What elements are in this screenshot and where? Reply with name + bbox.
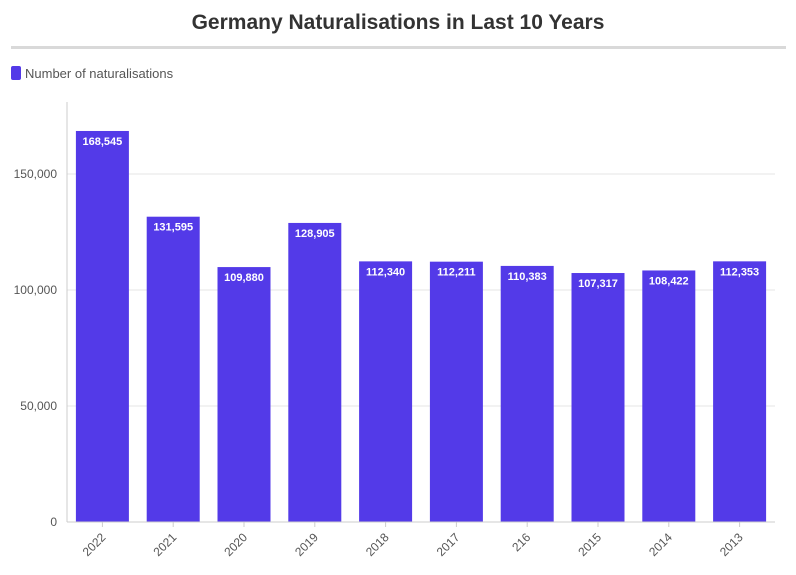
bar[interactable] <box>359 261 413 522</box>
bar[interactable] <box>642 270 696 522</box>
data-label: 168,545 <box>83 136 123 148</box>
x-tick-label: 2017 <box>434 530 463 559</box>
legend-swatch <box>11 66 21 80</box>
bar[interactable] <box>429 261 483 522</box>
data-label: 112,211 <box>437 267 476 279</box>
bar[interactable] <box>500 265 554 522</box>
y-tick-label: 0 <box>50 515 57 529</box>
data-label: 110,383 <box>508 271 547 283</box>
y-tick-label: 50,000 <box>20 399 57 413</box>
x-tick-label: 2021 <box>151 530 180 559</box>
chart-title: Germany Naturalisations in Last 10 Years <box>191 11 605 34</box>
x-tick-label: 2013 <box>717 530 746 559</box>
x-tick-label: 2018 <box>363 530 392 559</box>
legend[interactable]: Number of naturalisations <box>11 65 174 81</box>
bar[interactable] <box>75 130 129 523</box>
legend-label: Number of naturalisations <box>25 65 174 81</box>
x-tick-label: 2020 <box>221 530 250 559</box>
bar[interactable] <box>217 267 271 522</box>
bar[interactable] <box>288 222 342 522</box>
bar[interactable] <box>571 273 625 522</box>
y-tick-label: 100,000 <box>14 283 58 297</box>
data-label: 128,905 <box>295 228 335 240</box>
x-tick-label: 2015 <box>575 530 604 559</box>
bar[interactable] <box>146 216 200 523</box>
x-tick-label: 2019 <box>292 530 321 559</box>
x-tick-label: 216 <box>509 530 533 554</box>
title-divider <box>11 46 786 49</box>
x-tick-label: 2014 <box>646 530 675 559</box>
y-tick-label: 150,000 <box>14 167 58 181</box>
data-label: 112,340 <box>366 266 405 278</box>
bar[interactable] <box>713 261 767 522</box>
bars: 168,545 131,595 109,880 128,905 112,340 112,2… <box>75 130 767 523</box>
data-label: 131,595 <box>153 222 193 234</box>
data-label: 109,880 <box>224 272 264 284</box>
data-label: 107,317 <box>578 278 618 290</box>
data-label: 108,422 <box>649 275 689 287</box>
data-label: 112,353 <box>720 266 759 278</box>
x-tick-label: 2022 <box>80 530 109 559</box>
